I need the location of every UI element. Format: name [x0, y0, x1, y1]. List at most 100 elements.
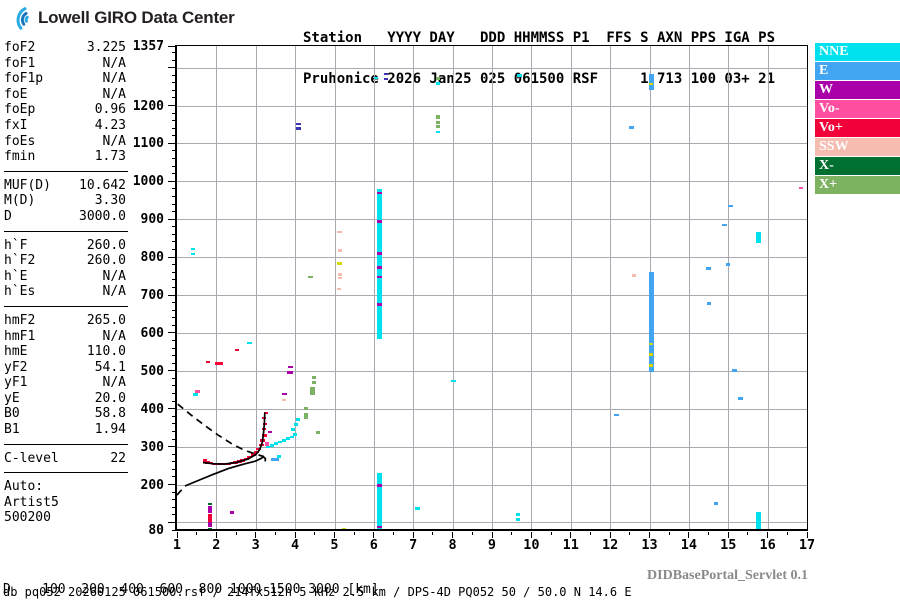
param-row-b1: B1 1.94 — [4, 422, 126, 438]
echo-point-w — [377, 484, 383, 487]
echo-point-e — [271, 458, 276, 461]
y-axis-tick — [168, 46, 177, 47]
y-axis-tick — [172, 514, 177, 516]
y-axis-tick — [168, 294, 177, 296]
x-axis-tick — [727, 532, 729, 538]
param-value: 10.642 — [79, 177, 126, 193]
x-axis-tick — [708, 532, 710, 535]
servlet-version-label: DIDBasePortal_Servlet 0.1 — [647, 568, 808, 583]
y-axis-tick — [172, 279, 177, 281]
y-axis-tick — [172, 461, 177, 463]
param-label: h`F — [4, 237, 28, 253]
gridline-vertical — [334, 46, 336, 530]
echo-point-nne — [274, 442, 279, 445]
x-axis-label: 8 — [448, 537, 457, 553]
echo-point-nne — [515, 512, 520, 516]
param-value: N/A — [102, 71, 126, 87]
x-axis-label: 11 — [562, 537, 579, 553]
echo-point-y — [649, 353, 654, 356]
param-row-md: M(D) 3.30 — [4, 193, 126, 209]
echo-point-x — [315, 431, 320, 434]
echo-point-w — [377, 252, 383, 255]
y-axis-label: 900 — [140, 212, 164, 228]
echo-point-dk — [295, 122, 301, 126]
x-axis-label: 16 — [759, 537, 776, 553]
echo-point-vo — [194, 390, 200, 393]
x-axis-tick — [570, 532, 572, 538]
echo-point-w — [287, 365, 293, 369]
echo-point-nne — [286, 437, 291, 440]
param-value: 1.73 — [94, 149, 126, 165]
echo-point-nne — [435, 130, 440, 134]
autoscaling-info-line: Auto: — [4, 479, 44, 495]
param-label: yF1 — [4, 375, 28, 391]
x-axis-label: 2 — [212, 537, 221, 553]
param-value: 260.0 — [86, 253, 126, 269]
y-axis-tick — [172, 529, 177, 531]
x-axis-tick — [274, 532, 276, 535]
param-value: 110.0 — [86, 344, 126, 360]
echo-point-ssw — [338, 273, 343, 276]
echo-point-ssw — [631, 274, 636, 277]
echo-point-x — [304, 412, 309, 419]
legend-item-nne: NNE — [815, 43, 900, 61]
x-axis-label: 14 — [680, 537, 697, 553]
echo-point-w — [208, 522, 213, 527]
echo-point-y — [336, 262, 342, 265]
legend-item-vo: Vo+ — [815, 119, 900, 137]
param-separator — [4, 170, 128, 172]
gridline-vertical — [216, 46, 218, 530]
echo-point-w — [377, 275, 383, 279]
y-axis-tick — [172, 249, 177, 251]
x-axis-tick — [688, 532, 690, 538]
y-axis-tick — [168, 408, 177, 410]
param-label: foE — [4, 86, 28, 102]
y-axis-tick — [172, 233, 177, 235]
y-axis-tick — [172, 211, 177, 213]
param-value: 3.30 — [94, 193, 126, 209]
echo-point-e — [721, 223, 727, 227]
y-axis-tick — [172, 468, 177, 470]
x-axis-tick — [806, 532, 808, 538]
x-axis-tick — [629, 532, 631, 535]
y-axis-label: 300 — [140, 439, 164, 455]
y-axis-label: 800 — [140, 250, 164, 266]
parameter-panel: foF2 3.225 foF1 N/A foF1p N/A foE N/A foEp 0.96 fx… — [4, 40, 128, 526]
gridline-vertical — [255, 46, 257, 530]
echo-point-nne — [193, 393, 199, 396]
echo-point-e — [275, 458, 280, 461]
y-axis-tick — [172, 453, 177, 455]
param-label: foF1p — [4, 71, 44, 87]
gridline-vertical — [492, 46, 493, 530]
param-row-yf2: yF2 54.1 — [4, 360, 126, 376]
param-label: hmE — [4, 344, 28, 360]
param-label: hmF1 — [4, 328, 36, 344]
echo-point-e — [737, 397, 743, 400]
param-value: N/A — [102, 375, 126, 391]
echo-point-e — [726, 263, 731, 266]
x-axis-tick — [235, 532, 237, 535]
y-axis-tick — [168, 256, 177, 258]
param-value: N/A — [102, 133, 126, 149]
echo-point-nne — [451, 379, 457, 383]
y-axis-tick — [168, 332, 177, 334]
echo-point-y — [649, 364, 654, 367]
param-row-yf1: yF1 N/A — [4, 375, 126, 391]
giro-logo: Lowell GIRO Data Center — [8, 6, 235, 30]
param-row-fof1: foF1 N/A — [4, 56, 126, 72]
echo-point-w — [287, 370, 293, 374]
echo-point-nne — [190, 247, 195, 251]
y-axis-tick — [172, 355, 177, 357]
y-axis-tick — [172, 385, 177, 387]
y-axis-tick — [168, 484, 177, 486]
param-row-ye: yE 20.0 — [4, 391, 126, 407]
y-axis-tick — [172, 195, 177, 197]
echo-point-nne — [294, 423, 299, 426]
gridline-vertical — [767, 46, 769, 530]
y-axis-tick — [172, 286, 177, 288]
x-axis-label: 5 — [330, 537, 339, 553]
status-line: db pq052 20260125 061500.rsf / 214fx512h… — [3, 585, 632, 599]
x-axis-tick — [196, 532, 198, 535]
y-axis-label: 1200 — [132, 98, 164, 114]
legend-item-e: E — [815, 62, 900, 80]
